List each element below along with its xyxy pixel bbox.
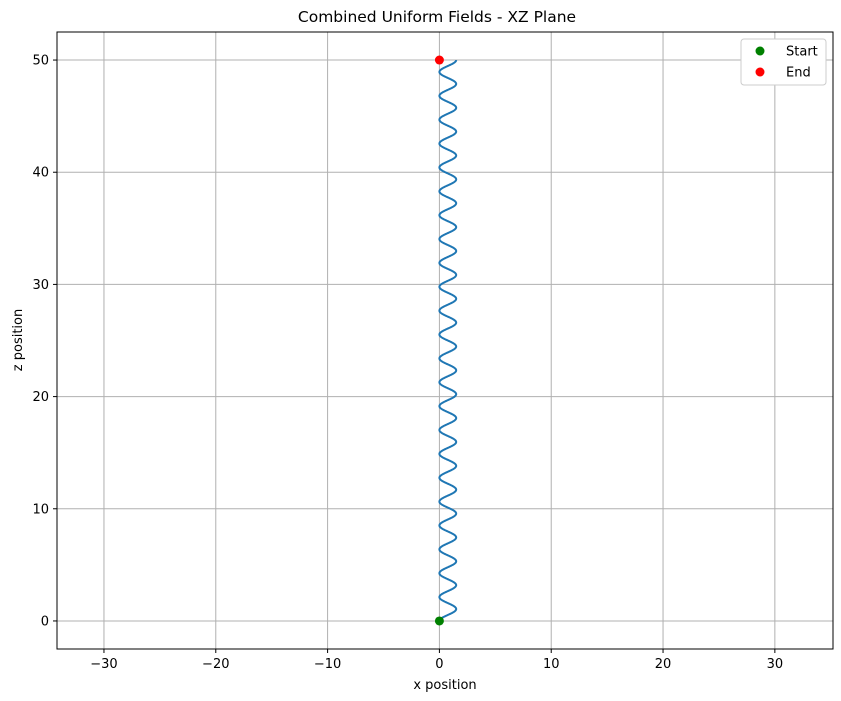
y-tick-label: 20 <box>32 390 49 405</box>
x-axis-label: x position <box>413 678 476 693</box>
legend-marker-start <box>755 46 765 56</box>
y-tick-label: 50 <box>32 54 49 69</box>
trajectory-line <box>438 59 458 622</box>
x-axis-ticks: −30 −20 −10 0 10 20 30 <box>90 649 783 672</box>
y-tick-label: 30 <box>32 278 49 293</box>
y-axis-label: z position <box>11 309 26 371</box>
marker-end <box>434 55 444 65</box>
legend-label-start: Start <box>786 45 818 60</box>
x-tick-label: 20 <box>655 657 672 672</box>
plot-area <box>434 55 458 626</box>
legend-marker-end <box>755 67 765 77</box>
legend-label-end: End <box>786 66 811 81</box>
marker-start <box>434 616 444 626</box>
x-tick-label: 10 <box>543 657 560 672</box>
x-tick-label: 0 <box>435 657 443 672</box>
y-tick-label: 0 <box>41 614 49 629</box>
x-tick-label: −20 <box>202 657 229 672</box>
x-tick-label: 30 <box>767 657 784 672</box>
chart-title: Combined Uniform Fields - XZ Plane <box>298 8 576 26</box>
x-tick-label: −10 <box>314 657 341 672</box>
y-axis-ticks: 0 10 20 30 40 50 <box>32 54 57 629</box>
x-tick-label: −30 <box>90 657 117 672</box>
grid <box>57 32 833 649</box>
legend: Start End <box>740 38 827 86</box>
y-tick-label: 10 <box>32 502 49 517</box>
y-tick-label: 40 <box>32 166 49 181</box>
plot-frame <box>56 31 834 650</box>
